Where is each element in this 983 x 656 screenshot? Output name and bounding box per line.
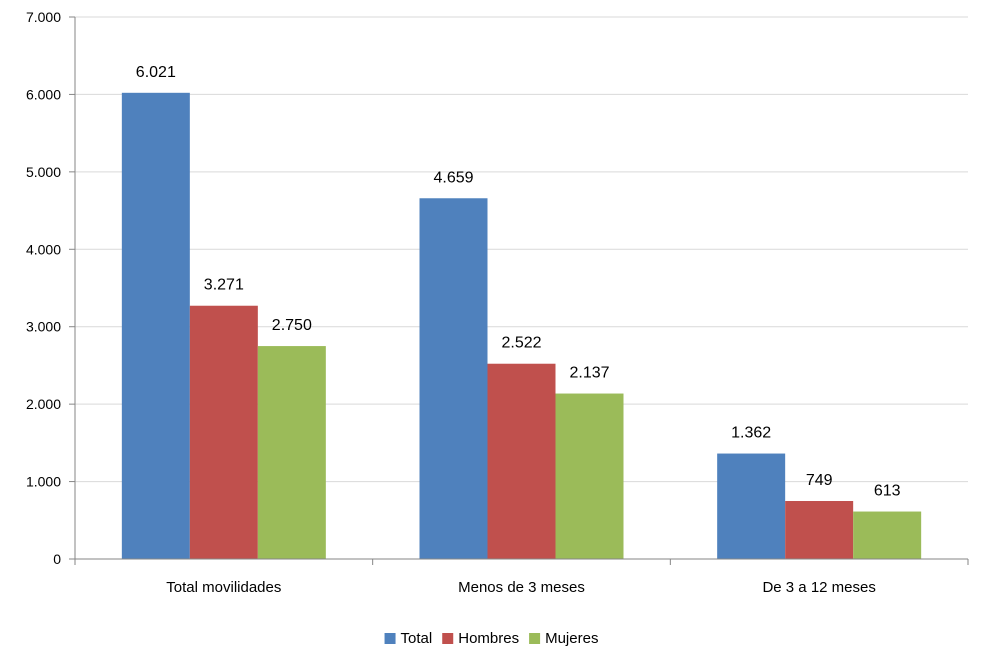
legend-item: Hombres — [442, 630, 519, 647]
data-label: 749 — [806, 472, 833, 489]
x-category-labels: Total movilidades Menos de 3 meses De 3 a … — [166, 579, 876, 596]
legend-swatch — [529, 633, 541, 644]
y-tick-label: 4.000 — [26, 241, 61, 257]
x-category-label: Total movilidades — [166, 579, 281, 596]
data-label: 2.750 — [272, 317, 312, 334]
legend-label: Total — [401, 630, 433, 647]
data-label: 4.659 — [433, 169, 473, 186]
bar — [121, 92, 190, 559]
y-tick-label: 3.000 — [26, 319, 61, 335]
bar — [785, 501, 854, 559]
axes — [69, 16, 969, 565]
data-label: 1.362 — [731, 425, 771, 442]
bar — [189, 305, 258, 559]
bars — [121, 92, 922, 559]
y-tick-label: 7.000 — [26, 9, 61, 25]
legend: Total Hombres Mujeres — [384, 630, 598, 647]
data-label: 3.271 — [204, 277, 244, 294]
bar — [419, 198, 488, 559]
bar — [487, 363, 556, 559]
x-category-label: Menos de 3 meses — [458, 579, 585, 596]
legend-label: Hombres — [458, 630, 519, 647]
legend-item: Mujeres — [529, 630, 598, 647]
data-labels: 6.021 3.271 2.750 4.659 2.522 2.137 1.362 749 61… — [136, 64, 901, 500]
bar — [555, 393, 624, 559]
data-label: 2.137 — [569, 365, 609, 382]
y-tick-label: 2.000 — [26, 396, 61, 412]
bar — [717, 453, 786, 559]
legend-swatch — [442, 633, 454, 644]
y-tick-label: 5.000 — [26, 164, 61, 180]
legend-item: Total — [384, 630, 433, 647]
y-tick-labels: 0 1.000 2.000 3.000 4.000 5.000 6.000 7.000 — [26, 9, 61, 567]
data-label: 613 — [874, 483, 901, 500]
x-category-label: De 3 a 12 meses — [762, 579, 875, 596]
data-label: 6.021 — [136, 64, 176, 81]
legend-label: Mujeres — [545, 630, 598, 647]
bar — [257, 346, 326, 559]
data-label: 2.522 — [501, 335, 541, 352]
legend-swatch — [384, 633, 396, 644]
y-tick-label: 0 — [53, 551, 61, 567]
y-tick-label: 6.000 — [26, 86, 61, 102]
bar — [853, 511, 922, 559]
y-tick-label: 1.000 — [26, 474, 61, 490]
